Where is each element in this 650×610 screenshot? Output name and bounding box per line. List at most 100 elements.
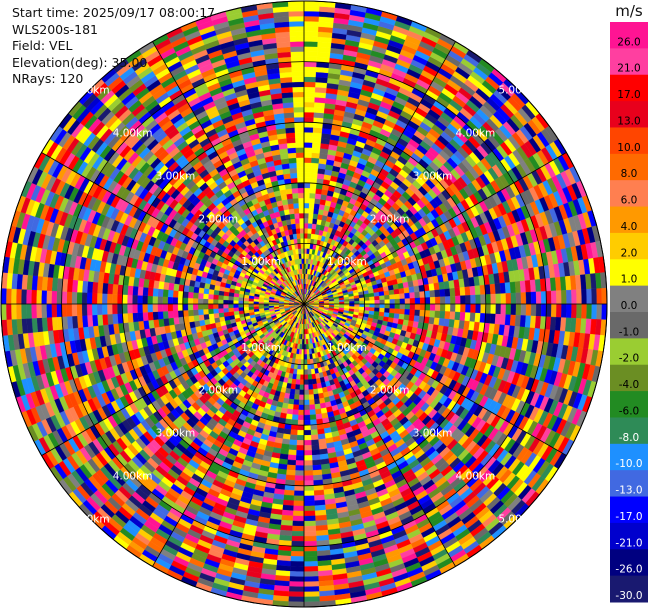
range-gate-cell [576,289,582,305]
range-gate-cell [369,296,375,301]
range-gate-cell [315,413,323,420]
range-gate-cell [306,359,311,365]
range-gate-cell [439,310,446,319]
range-gate-cell [311,454,321,461]
range-gate-cell [296,445,305,451]
range-gate-cell [510,292,517,305]
range-gate-cell [413,285,420,293]
range-gate-cell [292,515,305,522]
range-gate-cell [303,445,312,451]
range-gate-cell [280,519,293,527]
range-gate-cell [303,566,319,572]
range-gate-cell [429,303,436,312]
range-gate-cell [308,389,314,395]
range-gate-cell [290,429,298,436]
range-gate-cell [314,97,326,104]
range-gate-cell [303,56,318,63]
range-gate-cell [291,414,299,421]
range-gate-cell [303,404,310,411]
range-gate-cell [288,596,305,603]
info-panel: Start time: 2025/09/17 08:00:17 WLS200s-… [12,5,215,88]
range-gate-cell [455,303,461,313]
range-gate-cell [409,298,416,305]
range-gate-cell [384,308,390,314]
range-gate-cell [303,238,308,244]
range-gate-cell [303,399,310,406]
range-gate-cell [303,495,315,502]
range-gate-cell [312,383,318,390]
range-gate-cell [308,218,314,224]
range-gate-cell [298,394,305,401]
range-gate-cell [303,364,308,370]
range-gate-cell [424,297,431,305]
range-gate-cell [500,303,507,315]
range-gate-cell [303,86,316,93]
range-gate-cell [379,299,385,305]
range-gate-cell [581,303,587,319]
range-gate-cell [414,297,421,305]
range-gate-cell [591,288,598,305]
range-gate-cell [288,591,305,598]
range-gate-cell [520,292,527,305]
range-gate-cell [303,515,316,522]
range-gate-cell [303,228,309,234]
range-gate-cell [310,429,318,436]
range-gate-cell [293,500,305,507]
range-gate-cell [298,409,305,416]
range-gate-cell [313,203,320,210]
range-gate-cell [303,81,316,88]
range-gate-cell [303,480,314,486]
range-gate-cell [504,314,511,326]
range-gate-cell [293,505,305,512]
range-gate-cell [303,111,315,118]
range-gate-cell [586,288,593,305]
range-gate-cell [519,315,527,328]
range-gate-cell [295,374,301,380]
range-gate-cell [286,408,294,415]
range-gate-cell [288,393,295,400]
range-gate-cell [374,307,380,313]
range-gate-cell [409,303,416,310]
range-gate-cell [303,596,320,603]
range-gate-cell [287,454,297,461]
range-gate-cell [307,223,313,229]
range-gate-cell [303,379,309,385]
range-gate-cell [464,312,471,322]
range-gate-cell [313,112,325,119]
range-gate-cell [303,0,321,7]
range-gate-cell [309,409,316,416]
range-gate-cell [288,444,297,451]
range-gate-cell [571,289,577,305]
range-gate-cell [384,299,391,305]
range-gate-cell [288,586,305,593]
range-gate-cell [303,485,314,492]
range-gate-cell [403,287,410,294]
range-gate-cell [364,296,370,301]
range-gate-cell [601,287,608,305]
range-gate-cell [485,294,492,305]
range-gate-cell [398,288,405,295]
range-gate-cell [495,303,502,315]
range-gate-cell [354,300,360,305]
range-gate-cell [303,122,314,128]
range-gate-cell [303,10,320,17]
range-gate-cell [303,5,320,12]
range-gate-cell [312,464,322,471]
range-gate-cell [384,294,390,300]
range-gate-cell [289,581,305,587]
range-gate-cell [315,519,328,527]
range-gate-cell [454,311,461,321]
range-gate-cell [394,293,400,300]
range-gate-cell [394,303,401,310]
range-gate-cell [290,550,305,557]
range-gate-cell [455,295,461,305]
range-gate-cell [303,525,317,532]
range-gate-cell [404,292,411,299]
range-gate-cell [535,291,542,305]
range-gate-cell [445,296,451,305]
range-gate-cell [510,303,517,316]
range-gate-cell [404,298,411,305]
range-gate-cell [303,424,311,431]
range-gate-cell [364,303,370,308]
